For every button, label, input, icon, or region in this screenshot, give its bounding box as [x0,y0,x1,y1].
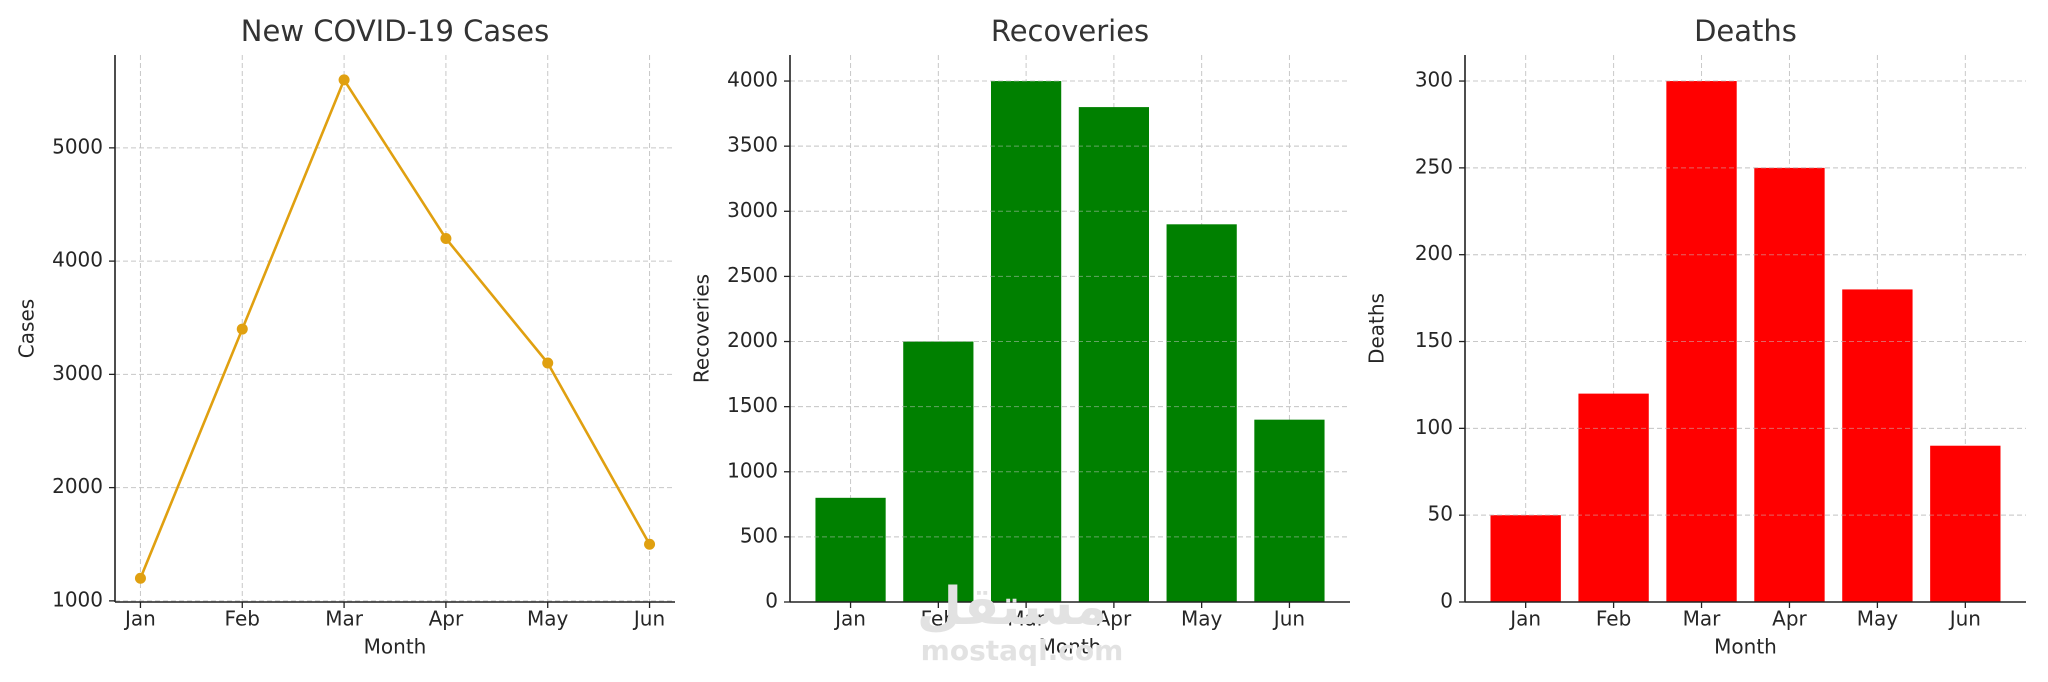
y-tick-label: 3500 [727,133,778,157]
y-axis-label: Cases [15,299,39,358]
x-tick-label: Jun [1948,607,1981,631]
bar [1930,445,2001,602]
y-tick-label: 0 [1440,589,1453,613]
watermark-arabic: مستقل [917,577,1107,637]
y-tick-label: 2000 [727,328,778,352]
y-tick-label: 4000 [52,248,103,272]
x-tick-label: May [1857,607,1899,631]
bar [1490,515,1561,602]
x-tick-label: Jan [123,607,156,631]
charts: New COVID-19 CasesMonthCases100020003000… [15,14,2026,659]
x-tick-label: Mar [1007,607,1046,631]
x-tick-label: Jan [833,607,866,631]
x-axis-label: Month [364,635,427,659]
bar [1842,289,1913,602]
x-tick-label: Feb [921,607,956,631]
x-tick-label: Feb [225,607,260,631]
y-tick-label: 150 [1415,328,1453,352]
y-tick-label: 2000 [52,474,103,498]
x-tick-label: Jan [1508,607,1541,631]
y-tick-label: 200 [1415,241,1453,265]
y-tick-label: 500 [740,523,778,547]
y-tick-label: 100 [1415,415,1453,439]
y-tick-label: 50 [1428,502,1453,526]
bar [1078,107,1149,602]
x-tick-label: Jun [632,607,665,631]
y-tick-label: 2500 [727,263,778,287]
data-point [338,74,350,86]
x-axis-label: Month [1039,635,1102,659]
data-point [236,323,248,335]
y-tick-label: 1000 [727,458,778,482]
bar [1578,393,1649,602]
y-axis-label: Deaths [1365,293,1389,364]
data-point [542,357,554,369]
bar [1166,224,1237,603]
x-tick-label: Mar [325,607,364,631]
y-tick-label: 250 [1415,154,1453,178]
bar [815,497,886,602]
x-axis-label: Month [1714,635,1777,659]
x-tick-label: Mar [1683,607,1722,631]
x-tick-label: May [1181,607,1223,631]
bar [1754,167,1825,602]
x-tick-label: Apr [1097,607,1132,631]
y-tick-label: 4000 [727,68,778,92]
y-tick-label: 300 [1415,68,1453,92]
bar [1254,419,1325,602]
data-point [644,538,656,550]
x-tick-label: Apr [1772,607,1807,631]
y-tick-label: 0 [765,589,778,613]
y-tick-label: 5000 [52,134,103,158]
y-tick-label: 3000 [727,198,778,222]
chart-title: New COVID-19 Cases [241,14,549,48]
x-tick-label: May [527,607,569,631]
chart-title: Recoveries [991,14,1149,48]
data-point [134,572,146,584]
data-point [440,232,452,244]
watermark-text: mostaql.com [921,634,1124,667]
chart-title: Deaths [1694,14,1797,48]
y-tick-label: 1500 [727,393,778,417]
y-tick-label: 3000 [52,361,103,385]
x-tick-label: Apr [429,607,464,631]
x-tick-label: Jun [1272,607,1305,631]
x-tick-label: Feb [1596,607,1631,631]
y-axis-label: Recoveries [690,274,714,383]
data-line [139,77,651,579]
y-tick-label: 1000 [52,587,103,611]
